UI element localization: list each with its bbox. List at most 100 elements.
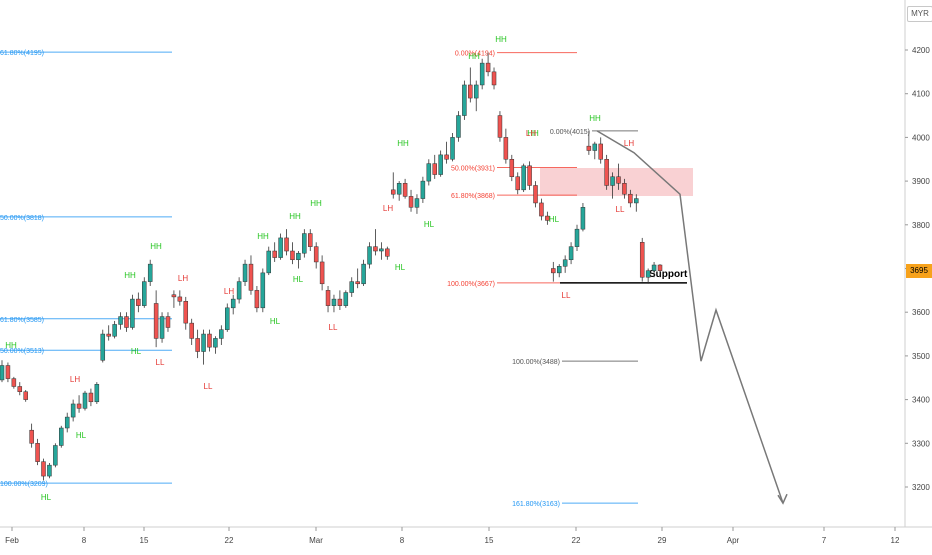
candle [657, 264, 663, 278]
candle-body [319, 261, 325, 285]
candle [313, 242, 319, 269]
swing-label: HH [150, 242, 162, 251]
candle [35, 438, 40, 466]
candle-body [53, 445, 58, 466]
y-tick-label: 3200 [912, 483, 930, 492]
candle-body [491, 71, 497, 86]
candle-body [266, 250, 272, 274]
y-tick-label: 3400 [912, 396, 930, 405]
candle [456, 111, 461, 142]
candle-body [622, 183, 627, 195]
candle-body [515, 176, 520, 191]
swing-label: HH [589, 114, 601, 123]
candle-body [159, 316, 165, 339]
candle [147, 259, 153, 286]
candle-body [59, 427, 64, 446]
candle [598, 137, 603, 164]
swing-label: LL [329, 323, 338, 332]
candle [112, 320, 117, 339]
candle [367, 242, 372, 269]
candle [47, 462, 52, 479]
candle-body [373, 246, 378, 252]
candle-body [349, 281, 354, 293]
swing-label: HL [549, 215, 560, 224]
candle [41, 458, 46, 481]
candle-body [628, 193, 633, 204]
candle [254, 285, 260, 313]
candle-body [142, 281, 147, 306]
candle [171, 290, 177, 308]
candles-layer [0, 52, 663, 481]
candle [94, 382, 100, 404]
currency-label[interactable]: MYR [907, 6, 932, 22]
candle [136, 292, 141, 313]
candle-body [76, 403, 82, 409]
candle-body [432, 163, 437, 175]
candle-body [645, 270, 651, 278]
support-label: Support [649, 269, 688, 280]
candle-body [130, 298, 135, 328]
candle [230, 294, 236, 315]
candle [219, 325, 224, 345]
swing-label: HH [124, 271, 136, 280]
candle [379, 242, 384, 260]
swing-label: LL [616, 205, 625, 214]
candle [23, 389, 28, 402]
candle [515, 172, 520, 195]
swing-label: LH [383, 204, 393, 213]
candle [189, 318, 194, 345]
candle [420, 176, 426, 203]
fib-level-label: 100.00%(3488) [512, 359, 560, 366]
candle-body [165, 316, 171, 328]
candle-body [230, 298, 236, 309]
candle [153, 290, 159, 348]
candle [260, 268, 266, 313]
candle [373, 229, 378, 256]
swing-label: LH [624, 139, 634, 148]
candle [343, 290, 349, 308]
projection-path [596, 130, 784, 504]
swing-label: LL [204, 382, 213, 391]
candle-body [503, 137, 509, 160]
candle-body [272, 250, 277, 258]
x-tick-label: 22 [225, 536, 234, 545]
candle-body [260, 272, 266, 309]
candle [278, 233, 283, 260]
candle-body [70, 403, 76, 418]
candle [142, 277, 147, 308]
candle-body [64, 416, 70, 429]
candle-body [604, 159, 609, 186]
candle [539, 198, 544, 221]
candle-body [521, 165, 526, 191]
candle-body [195, 338, 200, 352]
candle [331, 294, 337, 313]
candle-body [136, 298, 141, 306]
candle-body [586, 145, 592, 151]
candle-body [177, 296, 183, 302]
candle [201, 329, 206, 365]
candle [521, 163, 526, 193]
candle-body [479, 62, 485, 86]
swing-label: HL [270, 317, 281, 326]
candle [604, 154, 609, 190]
projection-layer [596, 130, 788, 505]
candle-body [634, 198, 639, 204]
candle-body [201, 333, 206, 352]
candle-body [302, 233, 307, 254]
swing-label: LL [156, 358, 165, 367]
candle [574, 224, 580, 252]
x-tick-label: 7 [822, 536, 827, 545]
candle-body [414, 198, 420, 208]
swing-label: LH [526, 129, 536, 138]
candle [319, 255, 325, 291]
candle-body [551, 268, 556, 274]
candle [468, 67, 473, 103]
candle-body [225, 307, 230, 330]
candle-body [0, 365, 5, 381]
candle [497, 111, 503, 142]
candle-body [189, 322, 194, 339]
candle [473, 80, 479, 112]
candle-body [385, 248, 390, 257]
candle-body [242, 263, 248, 282]
